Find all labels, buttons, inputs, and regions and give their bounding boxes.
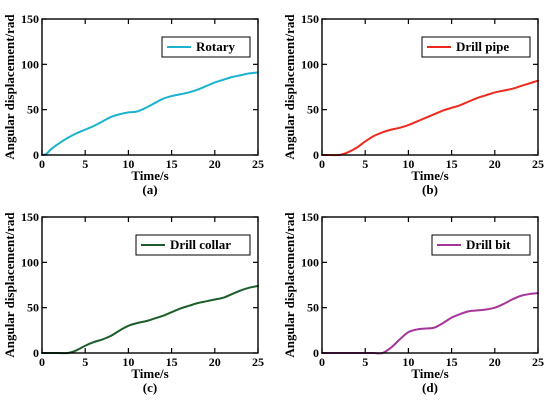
panel-caption: (d) — [422, 380, 438, 395]
x-tick-label: 10 — [402, 157, 414, 171]
y-tick-label: 0 — [33, 148, 39, 162]
y-axis-label: Angular displacement/rad — [2, 212, 17, 358]
x-tick-label: 20 — [209, 355, 221, 369]
series-line — [41, 71, 259, 156]
x-tick-label: 0 — [319, 157, 325, 171]
y-axis-label: Angular displacement/rad — [282, 212, 297, 358]
x-tick-label: 25 — [252, 157, 264, 171]
x-tick-label: 10 — [122, 355, 134, 369]
x-tick-label: 15 — [446, 355, 458, 369]
x-tick-label: 15 — [166, 157, 178, 171]
x-tick-label: 25 — [532, 157, 544, 171]
y-tick-label: 150 — [301, 12, 319, 26]
y-tick-label: 50 — [307, 103, 319, 117]
chart-panel-2: 0 5 10 15 20 25 0 50 100 150 Time/s(b) Angular disp… — [282, 12, 544, 197]
legend: Drill bit — [431, 234, 531, 256]
x-axis-label: Time/s — [411, 168, 448, 183]
legend: Drill collar — [135, 234, 251, 256]
x-tick-label: 20 — [209, 157, 221, 171]
y-tick-label: 0 — [313, 346, 319, 360]
x-tick-label: 25 — [252, 355, 264, 369]
series-line — [41, 284, 259, 355]
y-axis-label: Angular displacement/rad — [282, 14, 297, 160]
x-tick-label: 5 — [362, 355, 368, 369]
x-tick-label: 15 — [446, 157, 458, 171]
x-axis-label: Time/s — [131, 168, 168, 183]
plot-frame — [41, 216, 259, 354]
y-tick-label: 100 — [21, 255, 39, 269]
legend-box — [135, 234, 251, 256]
legend-label: Drill collar — [170, 237, 231, 252]
y-tick-label: 100 — [21, 57, 39, 71]
x-tick-label: 25 — [532, 355, 544, 369]
x-tick-label: 20 — [489, 157, 501, 171]
series-line — [321, 79, 539, 157]
legend-label: Drill bit — [466, 237, 511, 252]
chart-panel-1: 0 5 10 15 20 25 0 50 100 150 Time/s(a) Angular disp… — [2, 12, 264, 197]
x-tick-label: 0 — [39, 157, 45, 171]
y-axis-label: Angular displacement/rad — [2, 14, 17, 160]
y-tick-label: 50 — [27, 301, 39, 315]
y-tick-label: 150 — [21, 12, 39, 26]
legend-box — [431, 234, 531, 256]
x-tick-label: 5 — [362, 157, 368, 171]
y-tick-label: 50 — [27, 103, 39, 117]
panel-caption: (a) — [142, 182, 157, 197]
y-tick-label: 150 — [21, 210, 39, 224]
y-tick-label: 100 — [301, 57, 319, 71]
legend-box — [421, 36, 531, 58]
y-tick-label: 50 — [307, 301, 319, 315]
x-axis-label: Time/s — [411, 366, 448, 381]
x-tick-label: 20 — [489, 355, 501, 369]
x-tick-label: 10 — [122, 157, 134, 171]
x-tick-label: 15 — [166, 355, 178, 369]
legend-label: Rotary — [196, 39, 235, 54]
legend: Drill pipe — [421, 36, 531, 58]
plot-frame — [41, 18, 259, 156]
x-tick-label: 5 — [82, 355, 88, 369]
panel-caption: (c) — [143, 380, 157, 395]
y-tick-label: 100 — [301, 255, 319, 269]
chart-panel-3: 0 5 10 15 20 25 0 50 100 150 Time/s(c) Angular disp… — [2, 210, 264, 395]
legend-label: Drill pipe — [456, 39, 509, 54]
y-tick-label: 0 — [313, 148, 319, 162]
x-tick-label: 5 — [82, 157, 88, 171]
x-tick-label: 0 — [39, 355, 45, 369]
y-tick-label: 150 — [301, 210, 319, 224]
x-tick-label: 0 — [319, 355, 325, 369]
panel-caption: (b) — [422, 182, 438, 197]
legend-box — [161, 36, 251, 58]
chart-panel-4: 0 5 10 15 20 25 0 50 100 150 Time/s(d) Angular disp… — [282, 210, 544, 395]
plot-frame — [321, 216, 539, 354]
legend: Rotary — [161, 36, 251, 58]
x-axis-label: Time/s — [131, 366, 168, 381]
x-tick-label: 10 — [402, 355, 414, 369]
y-tick-label: 0 — [33, 346, 39, 360]
series-line — [321, 292, 539, 355]
plot-frame — [321, 18, 539, 156]
